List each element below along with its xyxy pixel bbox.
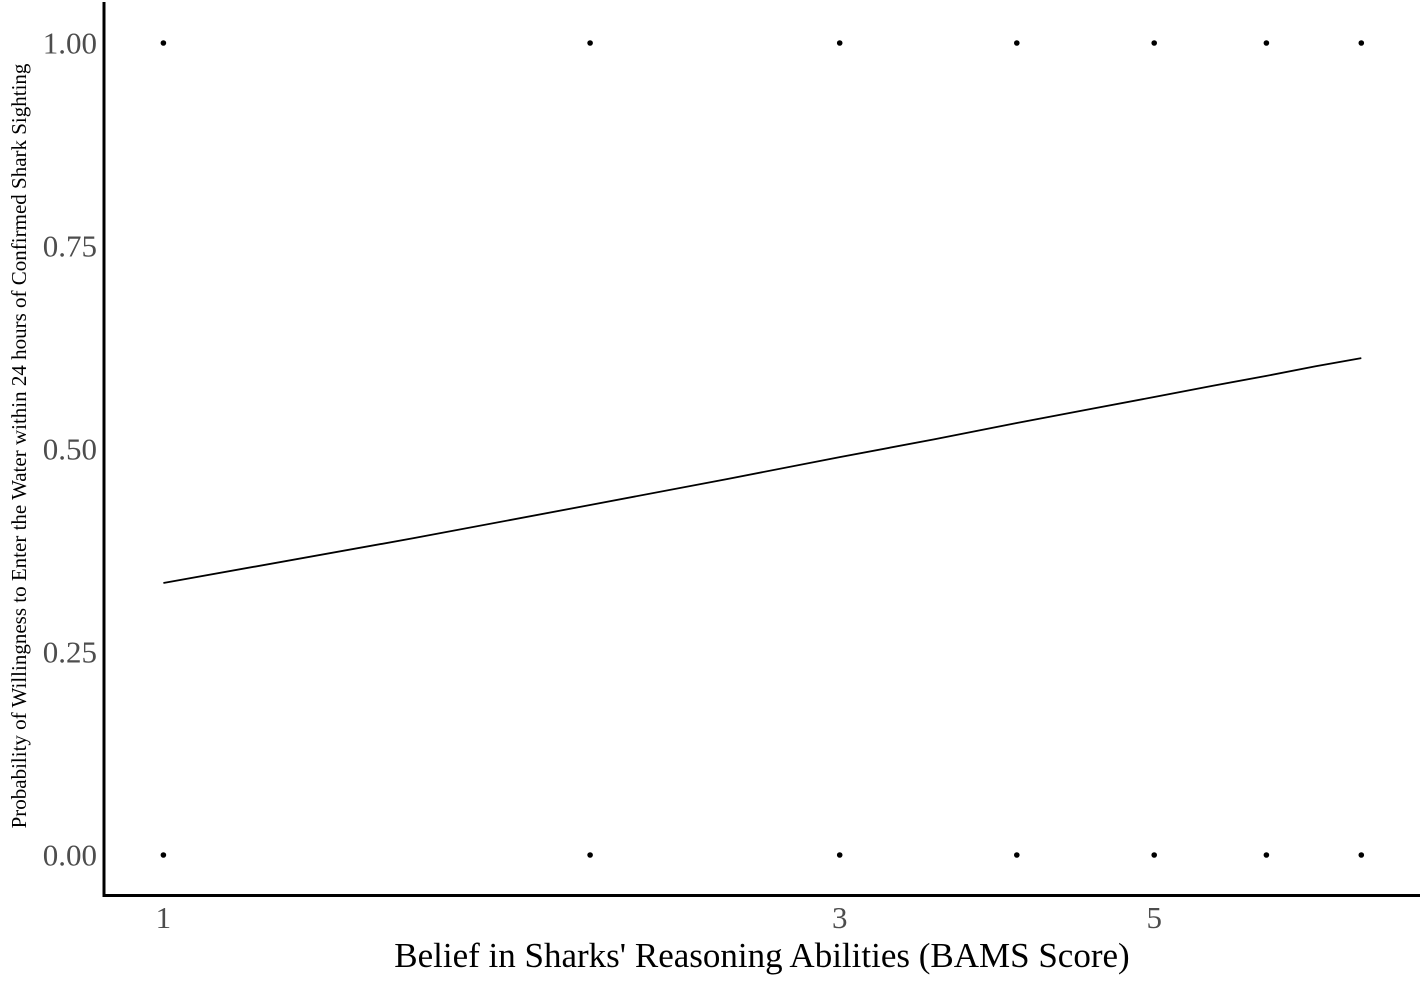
y-tick-label: 0.00 — [43, 838, 97, 873]
data-point — [160, 40, 167, 46]
y-tick-label: 0.50 — [43, 432, 97, 467]
data-point — [160, 852, 167, 858]
x-tick-label: 1 — [156, 900, 172, 935]
data-point — [1014, 852, 1020, 858]
y-tick-label: 1.00 — [43, 26, 97, 61]
x-axis-title: Belief in Sharks' Reasoning Abilities (B… — [394, 936, 1129, 975]
y-tick-label: 0.75 — [43, 229, 97, 264]
y-axis-title: Probability of Willingness to Enter the … — [7, 63, 31, 828]
y-tick-label: 0.25 — [43, 635, 97, 670]
data-point — [587, 852, 593, 858]
scatter-points — [160, 40, 1365, 858]
x-tick-label: 5 — [1146, 900, 1162, 935]
data-point — [1151, 852, 1157, 858]
data-point — [1358, 40, 1365, 46]
data-point — [836, 40, 843, 46]
logistic-fit-line — [163, 357, 1362, 584]
data-point — [1151, 40, 1157, 46]
data-point — [1263, 40, 1270, 46]
x-axis-tick-labels: 1 3 5 — [156, 900, 1162, 935]
data-point — [587, 40, 593, 46]
data-point — [1358, 852, 1365, 858]
y-axis-tick-labels: 0.00 0.25 0.50 0.75 1.00 — [43, 26, 97, 873]
data-point — [1014, 40, 1020, 46]
data-point — [1263, 852, 1270, 858]
data-point — [836, 852, 843, 858]
x-tick-label: 3 — [832, 900, 848, 935]
